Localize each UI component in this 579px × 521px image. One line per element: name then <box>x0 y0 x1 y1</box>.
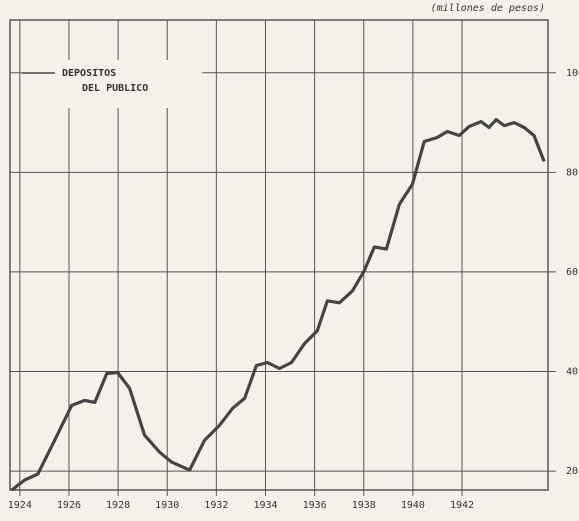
chart-subtitle: (millones de pesos) <box>431 3 545 14</box>
x-tick-label: 1924 <box>8 500 32 511</box>
x-tick-label: 1942 <box>450 500 474 511</box>
x-tick-label: 1928 <box>106 500 130 511</box>
x-tick-label: 1938 <box>352 500 376 511</box>
y-tick-label: 20 <box>566 466 578 477</box>
y-tick-label: 60 <box>566 267 578 278</box>
y-tick-label: 100 <box>566 68 579 79</box>
plot-frame <box>9 19 549 491</box>
x-tick-label: 1936 <box>303 500 327 511</box>
x-tick-label: 1940 <box>401 500 425 511</box>
y-tick-label: 40 <box>566 367 578 378</box>
x-tick-label: 1934 <box>253 500 277 511</box>
x-tick-label: 1926 <box>57 500 81 511</box>
y-tick-label: 80 <box>566 167 578 178</box>
legend-box <box>22 60 202 108</box>
data-line <box>10 118 546 492</box>
legend-label: DEPOSITOS DEL PUBLICO <box>62 68 148 94</box>
x-tick-label: 1930 <box>155 500 179 511</box>
x-tick-label: 1932 <box>204 500 228 511</box>
